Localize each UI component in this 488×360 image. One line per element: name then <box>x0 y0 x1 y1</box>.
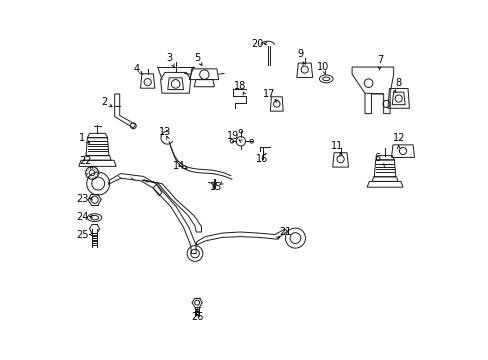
Text: 26: 26 <box>191 312 203 322</box>
Text: 6: 6 <box>373 153 380 163</box>
Text: 4: 4 <box>134 64 140 74</box>
Text: 8: 8 <box>394 78 400 88</box>
Text: 1: 1 <box>79 133 84 143</box>
Text: 23: 23 <box>76 194 88 204</box>
Text: 9: 9 <box>296 49 303 59</box>
Text: 7: 7 <box>377 54 383 64</box>
Text: 15: 15 <box>209 182 222 192</box>
Text: 24: 24 <box>76 212 88 221</box>
Text: 10: 10 <box>316 62 328 72</box>
Text: 11: 11 <box>330 141 343 151</box>
Text: 17: 17 <box>262 89 275 99</box>
Text: 21: 21 <box>279 227 291 237</box>
Text: 13: 13 <box>159 127 171 136</box>
Text: 22: 22 <box>80 156 92 166</box>
Text: 18: 18 <box>234 81 246 91</box>
Text: 20: 20 <box>250 39 263 49</box>
Text: 19: 19 <box>226 131 239 141</box>
Text: 25: 25 <box>76 230 88 239</box>
Text: 5: 5 <box>194 53 200 63</box>
Text: 14: 14 <box>173 161 185 171</box>
Text: 12: 12 <box>392 133 404 143</box>
Text: 2: 2 <box>101 97 107 107</box>
Text: 3: 3 <box>166 53 172 63</box>
Text: 16: 16 <box>255 154 267 164</box>
